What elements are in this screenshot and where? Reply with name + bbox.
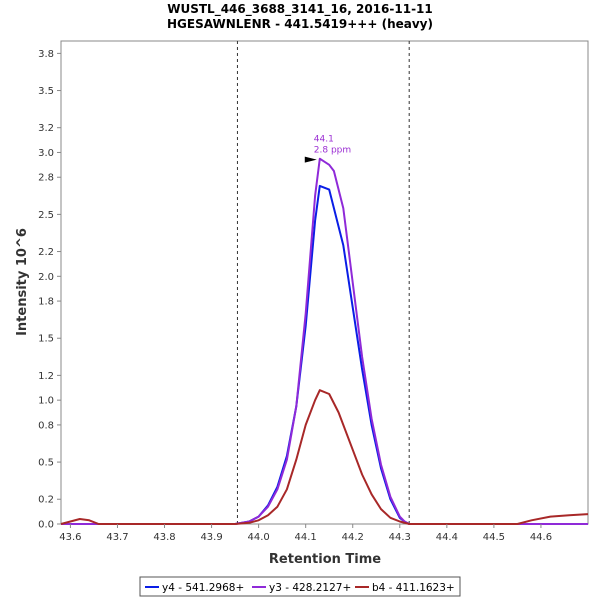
x-tick-label: 44.4 [436,532,458,543]
y-tick-label: 0.8 [38,420,54,431]
series-group [60,157,589,525]
legend-label-1: y4 - 541.2968+ [162,582,244,594]
y-axis: 0.0 0.2 0.5 0.8 1.0 1.2 1.5 1.8 2.0 2.2 2.5 2.8 3.0 3… [38,49,61,531]
series-line-3 [60,389,589,525]
y-tick-label: 3.8 [38,49,54,60]
y-tick-label: 1.2 [38,371,54,382]
y-tick-label: 0.0 [38,520,54,531]
x-tick-label: 43.7 [106,532,128,543]
y-tick-label: 1.8 [38,297,54,308]
series-line-2 [61,157,588,525]
y-tick-label: 0.2 [38,495,54,506]
x-axis: 43.6 43.7 43.8 43.9 44.0 44.1 44.2 44.3 44.4 44.5… [59,524,552,543]
chart-subtitle: HGESAWNLENR - 441.5419+++ (heavy) [167,17,433,31]
x-axis-label: Retention Time [269,552,381,567]
chart-title: WUSTL_446_3688_3141_16, 2016-11-11 [167,2,433,17]
peak-ppm-label: 2.8 ppm [314,146,351,156]
x-tick-label: 44.1 [295,532,317,543]
peak-rt-label: 44.1 [314,135,334,145]
y-tick-label: 2.0 [38,272,54,283]
plot-area [60,40,589,525]
y-tick-label: 2.8 [38,173,54,184]
y-tick-label: 1.5 [38,334,54,345]
y-tick-label: 3.0 [38,148,54,159]
x-tick-label: 44.5 [483,532,505,543]
y-tick-label: 3.2 [38,123,54,134]
y-axis-label: Intensity 10^6 [15,228,30,336]
x-tick-label: 44.3 [389,532,411,543]
legend: y4 - 541.2968+ y3 - 428.2127+ b4 - 411.162… [139,576,461,597]
peak-marker-arrow-icon [304,156,317,163]
y-tick-label: 2.2 [38,247,54,258]
y-tick-label: 0.5 [38,458,54,469]
legend-box [139,576,461,597]
x-tick-label: 43.8 [153,532,175,543]
x-tick-label: 43.9 [200,532,222,543]
legend-label-2: y3 - 428.2127+ [269,582,351,594]
x-tick-label: 44.2 [342,532,364,543]
x-tick-label: 44.6 [530,532,552,543]
y-tick-label: 2.5 [38,210,54,221]
integration-boundaries [236,41,410,524]
x-tick-label: 43.6 [59,532,81,543]
x-tick-label: 44.0 [247,532,269,543]
y-tick-label: 3.5 [38,86,54,97]
y-tick-label: 1.0 [38,396,54,407]
legend-label-3: b4 - 411.1623+ [372,582,455,594]
